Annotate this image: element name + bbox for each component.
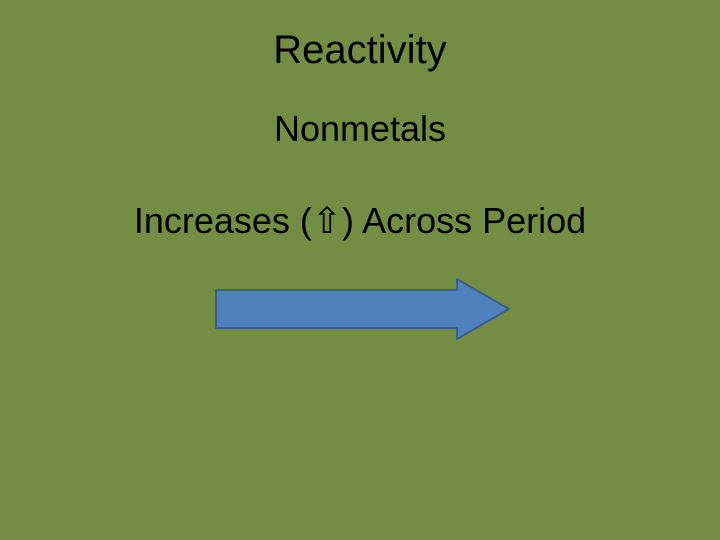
slide-title: Reactivity <box>0 28 720 73</box>
slide-body-text: Increases (⇧) Across Period <box>0 200 720 242</box>
slide: Reactivity Nonmetals Increases (⇧) Acros… <box>0 0 720 540</box>
slide-subtitle: Nonmetals <box>0 108 720 150</box>
arrow-right-icon <box>215 278 510 340</box>
direction-arrow <box>215 278 510 340</box>
